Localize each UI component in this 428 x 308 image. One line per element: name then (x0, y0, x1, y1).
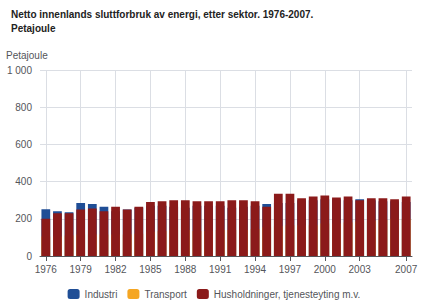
svg-text:600: 600 (15, 139, 32, 150)
svg-text:Industri: Industri (85, 289, 118, 300)
svg-text:Netto innenlands sluttforbruk: Netto innenlands sluttforbruk av energi,… (11, 9, 314, 20)
svg-text:1991: 1991 (209, 264, 232, 275)
svg-text:1979: 1979 (70, 264, 93, 275)
svg-text:0: 0 (26, 251, 32, 262)
svg-text:1976: 1976 (35, 264, 58, 275)
svg-text:Transport: Transport (144, 289, 187, 300)
svg-text:Petajoule: Petajoule (11, 23, 56, 34)
svg-text:2000: 2000 (314, 264, 337, 275)
svg-text:1994: 1994 (244, 264, 267, 275)
svg-text:1982: 1982 (104, 264, 127, 275)
svg-text:Husholdninger, tjenesteyting m: Husholdninger, tjenesteyting m.v. (214, 289, 361, 300)
svg-text:2003: 2003 (349, 264, 372, 275)
svg-text:1 000: 1 000 (7, 65, 32, 76)
svg-text:400: 400 (15, 176, 32, 187)
svg-text:1988: 1988 (174, 264, 197, 275)
svg-text:Petajoule: Petajoule (6, 50, 48, 61)
svg-text:1997: 1997 (279, 264, 302, 275)
svg-text:1985: 1985 (139, 264, 162, 275)
svg-text:800: 800 (15, 102, 32, 113)
svg-text:2007: 2007 (395, 264, 418, 275)
svg-text:200: 200 (15, 213, 32, 224)
